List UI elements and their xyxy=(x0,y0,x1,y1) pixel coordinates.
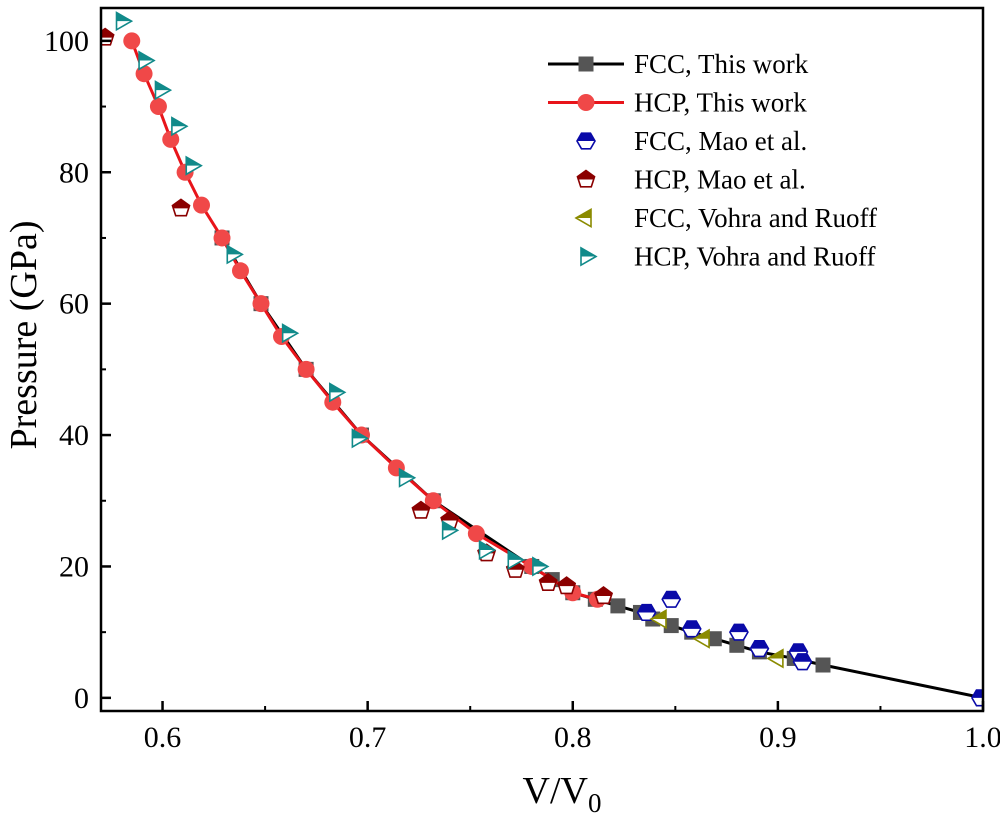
x-tick-label: 0.7 xyxy=(349,721,387,754)
data-point xyxy=(252,295,270,313)
data-point xyxy=(231,262,249,280)
data-point xyxy=(507,549,525,570)
legend-marker xyxy=(580,246,598,267)
data-point xyxy=(538,572,558,591)
data-point xyxy=(971,689,983,707)
data-point xyxy=(661,590,682,608)
legend: FCC, This work HCP, This work FCC, Mao et … xyxy=(548,49,877,272)
data-point xyxy=(815,657,831,673)
y-axis-title: Pressure (GPa) xyxy=(3,220,45,449)
legend-marker xyxy=(576,169,596,188)
data-point xyxy=(532,556,550,577)
legend-entry: FCC, Mao et al. xyxy=(576,126,807,156)
x-tick-label: 0.8 xyxy=(554,721,592,754)
data-point xyxy=(728,623,749,641)
data-point xyxy=(467,525,485,543)
y-tick-label: 60 xyxy=(59,288,89,321)
data-point xyxy=(138,50,156,71)
legend-entry: HCP, This work xyxy=(548,88,807,118)
series-5 xyxy=(115,11,550,577)
data-point xyxy=(213,229,231,247)
legend-label: FCC, Mao et al. xyxy=(634,126,807,156)
data-point xyxy=(297,360,315,378)
x-tick-label: 0.6 xyxy=(144,721,182,754)
data-point xyxy=(729,637,745,653)
data-point xyxy=(101,27,115,46)
legend-marker xyxy=(574,207,592,229)
data-point xyxy=(171,116,189,137)
data-point xyxy=(281,323,300,344)
data-point xyxy=(324,393,342,411)
data-point xyxy=(706,631,722,647)
series-3 xyxy=(101,27,614,605)
data-point xyxy=(594,586,614,605)
data-point xyxy=(766,648,784,669)
data-point xyxy=(149,98,167,116)
series-0 xyxy=(214,230,983,706)
y-tick-label: 0 xyxy=(74,682,89,715)
data-point xyxy=(663,618,679,634)
legend-label: HCP, Mao et al. xyxy=(634,165,806,195)
legend-marker xyxy=(577,94,595,111)
legend-entry: FCC, Vohra and Ruoff xyxy=(574,203,877,233)
data-point xyxy=(171,198,191,217)
y-tick-label: 40 xyxy=(59,419,89,452)
legend-entry: HCP, Mao et al. xyxy=(576,165,806,195)
data-point xyxy=(193,196,211,214)
data-point xyxy=(115,11,134,32)
data-point xyxy=(329,382,347,403)
data-point xyxy=(226,244,244,265)
data-point xyxy=(424,492,442,510)
data-point xyxy=(162,130,180,148)
data-point xyxy=(154,80,173,101)
series-1 xyxy=(123,32,606,608)
data-point xyxy=(478,539,497,561)
data-point xyxy=(351,428,369,449)
data-point xyxy=(135,65,153,83)
legend-entry: FCC, This work xyxy=(548,49,809,79)
data-point xyxy=(692,628,710,649)
x-axis-title: V/V0 xyxy=(523,770,602,818)
series-line xyxy=(220,237,983,700)
data-point xyxy=(441,520,460,541)
legend-label: HCP, This work xyxy=(634,88,807,118)
data-point xyxy=(411,500,431,519)
y-tick-label: 80 xyxy=(59,156,89,189)
x-axis-title-subscript: 0 xyxy=(588,788,602,818)
data-point xyxy=(681,620,702,638)
data-point xyxy=(557,576,577,595)
legend-label: FCC, Vohra and Ruoff xyxy=(634,203,877,233)
y-tick-label: 20 xyxy=(59,550,89,583)
series-line xyxy=(130,40,598,601)
data-point xyxy=(792,653,813,671)
series-layer xyxy=(101,11,983,707)
data-point xyxy=(185,155,203,176)
x-axis-title-main: V/V xyxy=(523,770,589,812)
data-point xyxy=(123,32,141,50)
tick-labels-layer: 0.6 0.7 0.8 0.9 1.0 0 20 40 60 80 100 xyxy=(44,25,1000,754)
data-point xyxy=(636,603,657,622)
legend-marker xyxy=(578,56,594,72)
data-point xyxy=(398,467,417,488)
series-2 xyxy=(636,590,983,707)
y-tick-label: 100 xyxy=(44,25,89,58)
plot-frame xyxy=(99,6,985,713)
data-point xyxy=(749,639,770,658)
data-point xyxy=(610,598,626,614)
legend-label: HCP, Vohra and Ruoff xyxy=(634,242,876,272)
x-tick-label: 1.0 xyxy=(964,721,1000,754)
legend-entry: HCP, Vohra and Ruoff xyxy=(580,242,876,272)
legend-marker xyxy=(576,132,596,150)
data-point xyxy=(649,608,667,630)
x-tick-label: 0.9 xyxy=(759,721,797,754)
series-4 xyxy=(649,608,784,669)
ticks-layer xyxy=(101,39,985,711)
legend-label: FCC, This work xyxy=(634,49,809,79)
